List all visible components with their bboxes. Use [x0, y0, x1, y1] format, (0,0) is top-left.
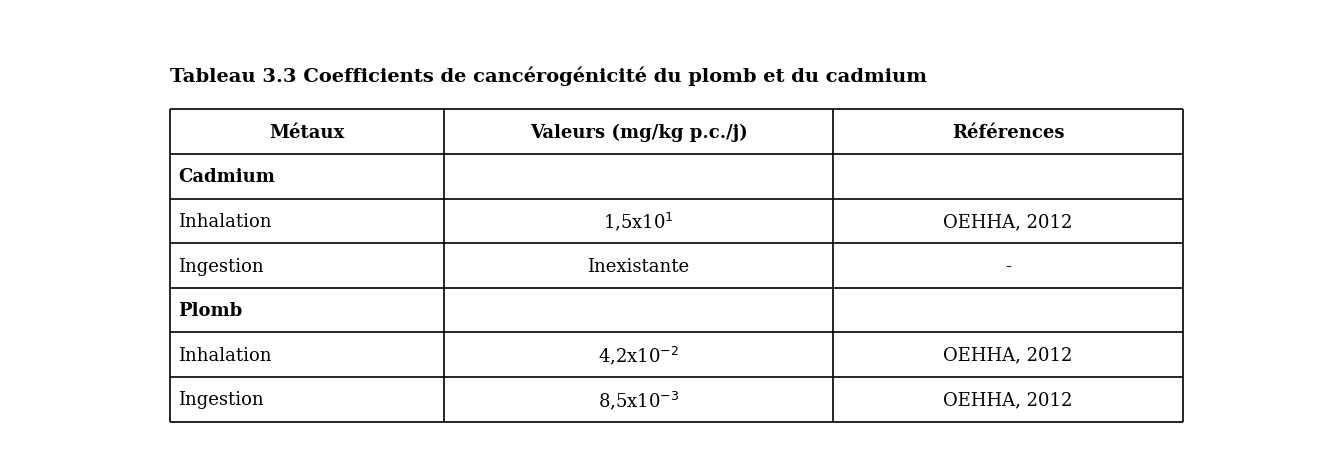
Text: Ingestion: Ingestion: [178, 257, 264, 275]
Text: 8,5x10$^{-3}$: 8,5x10$^{-3}$: [598, 388, 680, 411]
Text: Valeurs (mg/kg p.c./j): Valeurs (mg/kg p.c./j): [529, 123, 747, 142]
Text: Inhalation: Inhalation: [178, 346, 272, 364]
Text: 1,5x10$^{1}$: 1,5x10$^{1}$: [603, 210, 675, 233]
Text: Cadmium: Cadmium: [178, 168, 275, 186]
Text: Plomb: Plomb: [178, 302, 243, 319]
Text: 4,2x10$^{-2}$: 4,2x10$^{-2}$: [598, 344, 678, 366]
Text: Références: Références: [952, 124, 1064, 141]
Text: Métaux: Métaux: [269, 124, 345, 141]
Text: OEHHA, 2012: OEHHA, 2012: [944, 391, 1073, 408]
Text: Tableau 3.3 Coefficients de cancérogénicité du plomb et du cadmium: Tableau 3.3 Coefficients de cancérogénic…: [170, 66, 927, 86]
Text: Inexistante: Inexistante: [587, 257, 689, 275]
Text: OEHHA, 2012: OEHHA, 2012: [944, 346, 1073, 364]
Text: -: -: [1006, 257, 1011, 275]
Text: OEHHA, 2012: OEHHA, 2012: [944, 213, 1073, 230]
Text: Inhalation: Inhalation: [178, 213, 272, 230]
Text: Ingestion: Ingestion: [178, 391, 264, 408]
